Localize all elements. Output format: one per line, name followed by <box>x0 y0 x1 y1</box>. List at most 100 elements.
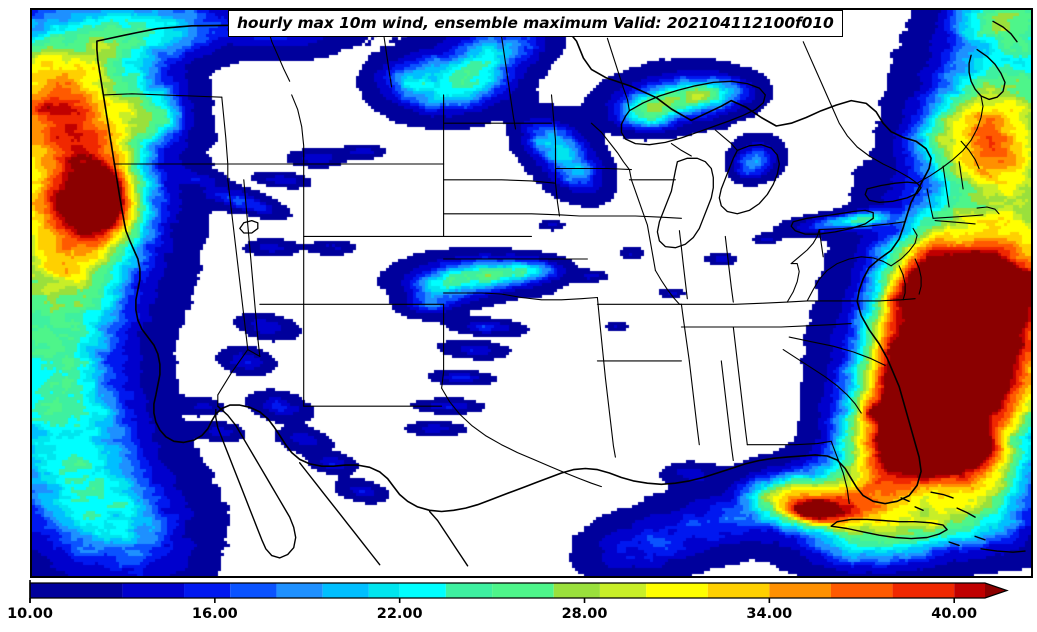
coastline-segment-6 <box>980 548 1026 553</box>
state-boundary-57 <box>670 143 692 157</box>
colorbar-segment-7 <box>399 583 446 598</box>
colorbar-tick-label-1: 16.00 <box>192 606 238 622</box>
state-boundary-38 <box>678 300 808 305</box>
colorbar-segment-9 <box>492 583 554 598</box>
conus-coastline <box>96 22 932 513</box>
state-boundary-19 <box>443 179 557 184</box>
state-boundary-27 <box>578 215 682 219</box>
coastline-segment-10 <box>900 497 910 502</box>
colorbar-segment-1 <box>122 583 185 598</box>
page-title: hourly max 10m wind, ensemble maximum Va… <box>237 14 834 32</box>
colorbar-segment-14 <box>769 583 831 598</box>
great-lake-3 <box>790 209 874 235</box>
state-boundary-61 <box>606 37 630 112</box>
state-boundary-39 <box>780 323 852 328</box>
state-boundary-26 <box>554 167 632 171</box>
coastline-segment-9 <box>914 506 924 511</box>
state-boundary-65 <box>916 95 984 184</box>
state-boundary-4 <box>243 179 261 357</box>
state-boundary-3 <box>217 163 249 407</box>
state-boundary-60 <box>802 41 918 184</box>
state-boundary-14 <box>441 303 445 389</box>
coastline-segment-1 <box>299 462 381 566</box>
coastline-segment-8 <box>956 507 976 518</box>
state-boundary-0 <box>103 93 223 98</box>
state-boundary-49 <box>818 229 824 258</box>
colorbar-segment-6 <box>368 583 400 598</box>
state-boundary-69 <box>976 206 1000 215</box>
great-lake-0 <box>620 80 766 146</box>
colorbar-segment-15 <box>830 583 893 598</box>
state-boundary-25 <box>554 182 561 217</box>
state-boundary-42 <box>782 349 862 414</box>
state-boundary-45 <box>806 256 892 302</box>
map-frame <box>30 8 1033 578</box>
colorbar: 10.00 16.00 22.00 28.00 34.00 40.00 <box>0 578 1037 632</box>
coastline-segment-3 <box>968 48 1006 101</box>
state-boundary-66 <box>934 220 976 225</box>
great-lake-4 <box>864 181 922 204</box>
state-boundary-53 <box>942 165 950 208</box>
colorbar-segment-16 <box>892 583 955 598</box>
colorbar-tick-label-5: 40.00 <box>931 606 977 622</box>
state-boundary-51 <box>890 227 918 267</box>
state-boundary-23 <box>596 296 616 458</box>
coastline-segment-2 <box>428 510 469 567</box>
state-boundary-40 <box>732 326 748 446</box>
state-boundary-52 <box>926 188 934 219</box>
colorbar-tick-label-3: 28.00 <box>562 606 608 622</box>
state-boundary-59 <box>786 263 800 303</box>
state-boundary-68 <box>914 258 922 295</box>
state-boundary-31 <box>654 269 680 305</box>
state-boundary-56 <box>960 140 980 170</box>
coastline-segment-7 <box>930 491 954 499</box>
state-boundary-36 <box>688 360 700 446</box>
state-boundary-55 <box>932 214 984 219</box>
state-boundary-46 <box>790 229 820 265</box>
state-boundary-54 <box>958 161 964 190</box>
state-boundary-5 <box>247 349 261 357</box>
state-boundary-20 <box>443 213 581 217</box>
coastline-segment-5 <box>830 518 948 540</box>
state-boundary-67 <box>898 265 906 301</box>
coastline-segment-0 <box>215 405 297 559</box>
state-boundary-35 <box>720 360 734 462</box>
coastline-segment-12 <box>948 541 960 547</box>
state-boundary-2 <box>221 96 229 165</box>
colorbar-segment-2 <box>184 583 231 598</box>
colorbar-tick-label-4: 34.00 <box>746 606 792 622</box>
state-boundary-24 <box>550 94 557 184</box>
colorbar-segment-5 <box>322 583 369 598</box>
great-lake-5 <box>239 219 259 234</box>
colorbar-segment-0 <box>30 583 123 598</box>
colorbar-segment-17 <box>954 583 985 598</box>
state-boundary-50 <box>818 221 906 231</box>
colorbar-segment-4 <box>276 583 323 598</box>
geographic-boundaries <box>96 20 1026 567</box>
state-boundary-43 <box>788 336 886 366</box>
state-boundary-58 <box>714 129 738 151</box>
title-plate: hourly max 10m wind, ensemble maximum Va… <box>228 10 843 37</box>
state-boundary-22 <box>443 292 598 301</box>
coastline-segment-4 <box>992 20 1018 43</box>
colorbar-segment-11 <box>599 583 647 598</box>
great-lake-2 <box>718 144 780 215</box>
state-boundary-62 <box>500 35 517 130</box>
state-boundary-71 <box>441 387 602 488</box>
colorbar-segment-12 <box>646 583 708 598</box>
state-boundary-30 <box>628 169 656 271</box>
state-boundary-47 <box>724 235 734 303</box>
colorbar-tick-label-0: 10.00 <box>7 606 53 622</box>
colorbar-tick-label-2: 22.00 <box>377 606 423 622</box>
state-boundary-70 <box>830 440 850 505</box>
state-boundary-63 <box>383 33 393 88</box>
state-boundary-41 <box>746 440 832 446</box>
colorbar-segment-3 <box>230 583 277 598</box>
colorbar-svg: 10.00 16.00 22.00 28.00 34.00 40.00 <box>7 580 1009 622</box>
great-lake-1 <box>656 157 714 249</box>
state-boundary-34 <box>680 303 690 362</box>
coastline-segment-11 <box>974 535 986 541</box>
colorbar-segment-10 <box>553 583 600 598</box>
state-boundary-48 <box>678 230 688 300</box>
